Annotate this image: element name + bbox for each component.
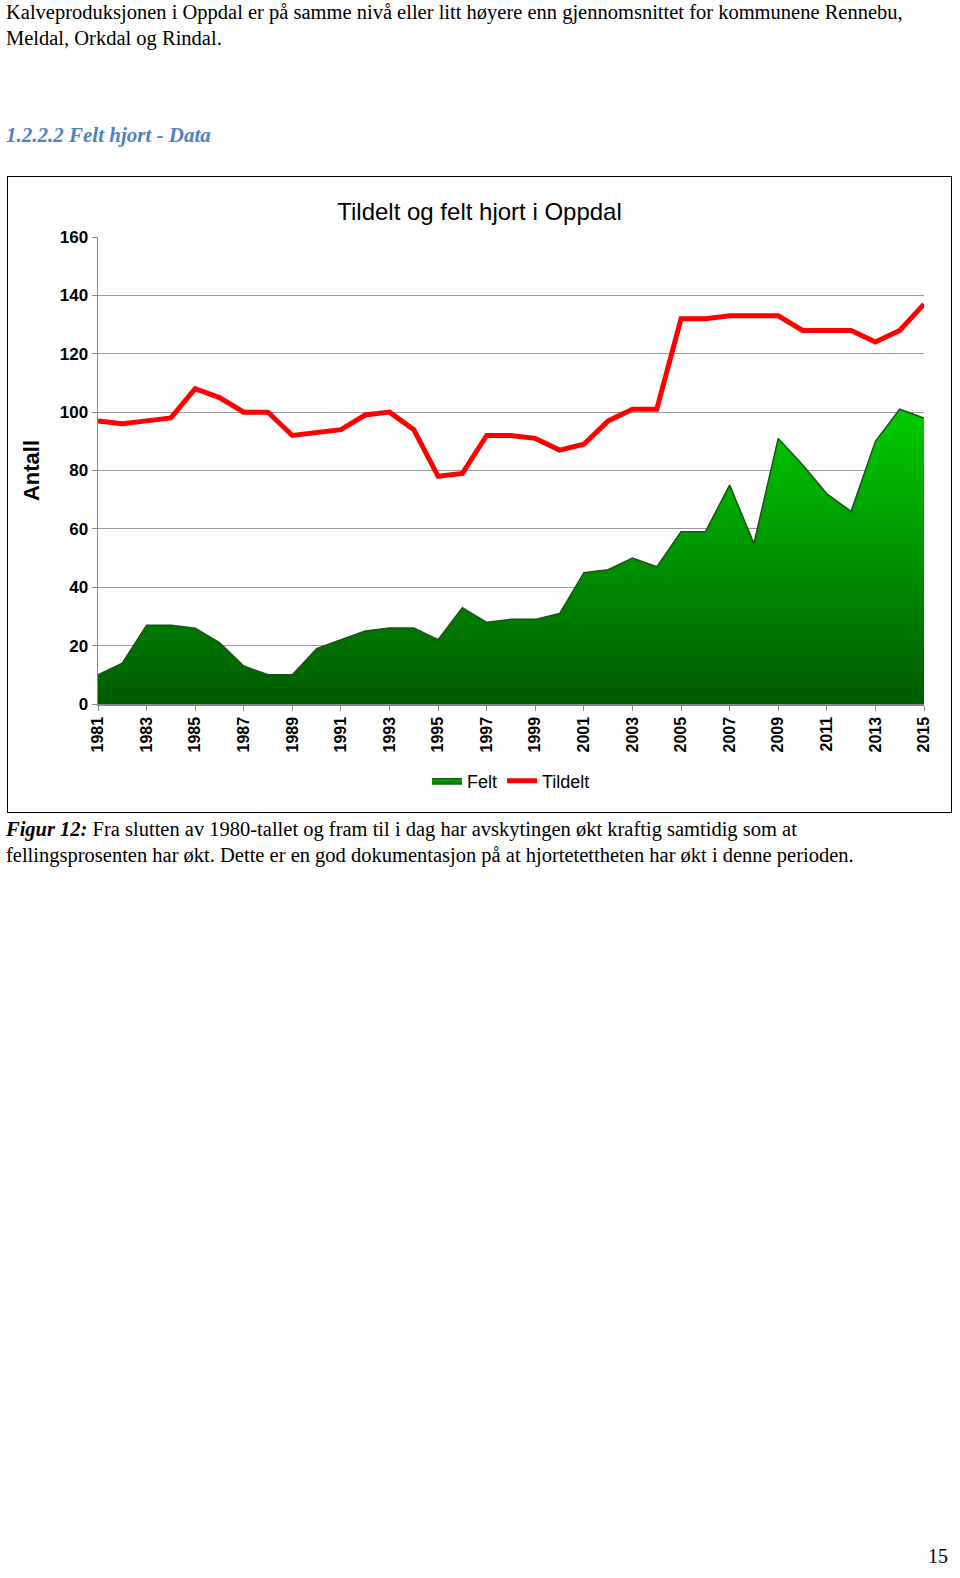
svg-text:0: 0 <box>79 695 88 714</box>
svg-text:1997: 1997 <box>478 717 495 753</box>
svg-text:120: 120 <box>60 345 88 364</box>
svg-text:1983: 1983 <box>138 717 155 753</box>
html-text:1.2.2.2 Felt hjort - Data: 1.2.2.2 Felt hjort - Data <box>6 123 211 147</box>
svg-text:60: 60 <box>69 520 88 539</box>
svg-text:1991: 1991 <box>332 717 349 753</box>
svg-text:2007: 2007 <box>721 717 738 753</box>
svg-text:Tildelt og felt hjort i Oppdal: Tildelt og felt hjort i Oppdal <box>337 198 622 225</box>
svg-text:80: 80 <box>69 461 88 480</box>
svg-text:40: 40 <box>69 578 88 597</box>
svg-text:20: 20 <box>69 637 88 656</box>
html-text:15: 15 <box>928 1545 948 1567</box>
svg-text:2003: 2003 <box>624 717 641 753</box>
svg-text:1993: 1993 <box>381 717 398 753</box>
svg-text:2013: 2013 <box>867 717 884 753</box>
svg-text:2001: 2001 <box>575 717 592 753</box>
svg-text:100: 100 <box>60 403 88 422</box>
html-text:Kalveproduksjonen i Oppdal er: Kalveproduksjonen i Oppdal er på samme n… <box>6 1 903 49</box>
svg-text:1989: 1989 <box>284 717 301 753</box>
svg-text:1985: 1985 <box>186 717 203 753</box>
svg-text:140: 140 <box>60 286 88 305</box>
svg-text:1981: 1981 <box>89 717 106 753</box>
svg-text:2009: 2009 <box>769 717 786 753</box>
svg-text:Felt: Felt <box>467 772 497 792</box>
svg-text:1995: 1995 <box>429 717 446 753</box>
svg-text:1987: 1987 <box>235 717 252 753</box>
svg-text:2011: 2011 <box>818 717 835 752</box>
html-text:Figur 12: Fra slutten av 1980-: Figur 12: Fra slutten av 1980-tallet og … <box>6 818 854 866</box>
svg-text:Antall: Antall <box>19 440 44 501</box>
svg-text:2005: 2005 <box>672 717 689 753</box>
svg-text:160: 160 <box>60 228 88 247</box>
svg-text:2015: 2015 <box>915 717 932 753</box>
svg-text:1999: 1999 <box>526 717 543 753</box>
svg-text:Tildelt: Tildelt <box>542 772 589 792</box>
